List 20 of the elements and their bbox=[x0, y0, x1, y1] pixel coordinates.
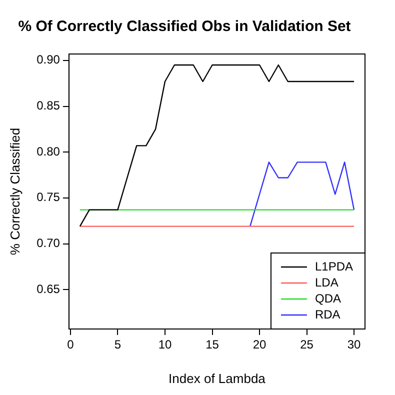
x-tick-label: 0 bbox=[67, 338, 74, 352]
y-axis-title: % Correctly Classified bbox=[7, 128, 22, 256]
x-tick-label: 10 bbox=[158, 338, 172, 352]
y-tick-label: 0.80 bbox=[36, 144, 60, 158]
y-tick-label: 0.65 bbox=[36, 282, 60, 296]
legend-label: QDA bbox=[314, 291, 341, 306]
y-tick-label: 0.90 bbox=[36, 52, 60, 67]
x-tick-label: 20 bbox=[252, 338, 267, 352]
x-axis-title: Index of Lambda bbox=[168, 370, 266, 386]
legend-label: LDA bbox=[314, 275, 338, 290]
chart-title: % Of Correctly Classified Obs in Validation Set bbox=[18, 18, 351, 36]
x-tick-label: 25 bbox=[300, 338, 314, 352]
y-tick-label: 0.85 bbox=[36, 98, 60, 113]
x-tick-label: 5 bbox=[114, 338, 122, 352]
x-tick-label: 15 bbox=[206, 338, 220, 352]
y-tick-label: 0.75 bbox=[36, 190, 60, 204]
x-tick-label: 30 bbox=[347, 338, 362, 352]
y-tick-label: 0.70 bbox=[36, 236, 60, 250]
legend-label: L1PDA bbox=[314, 259, 354, 274]
legend-label: RDA bbox=[314, 307, 340, 322]
